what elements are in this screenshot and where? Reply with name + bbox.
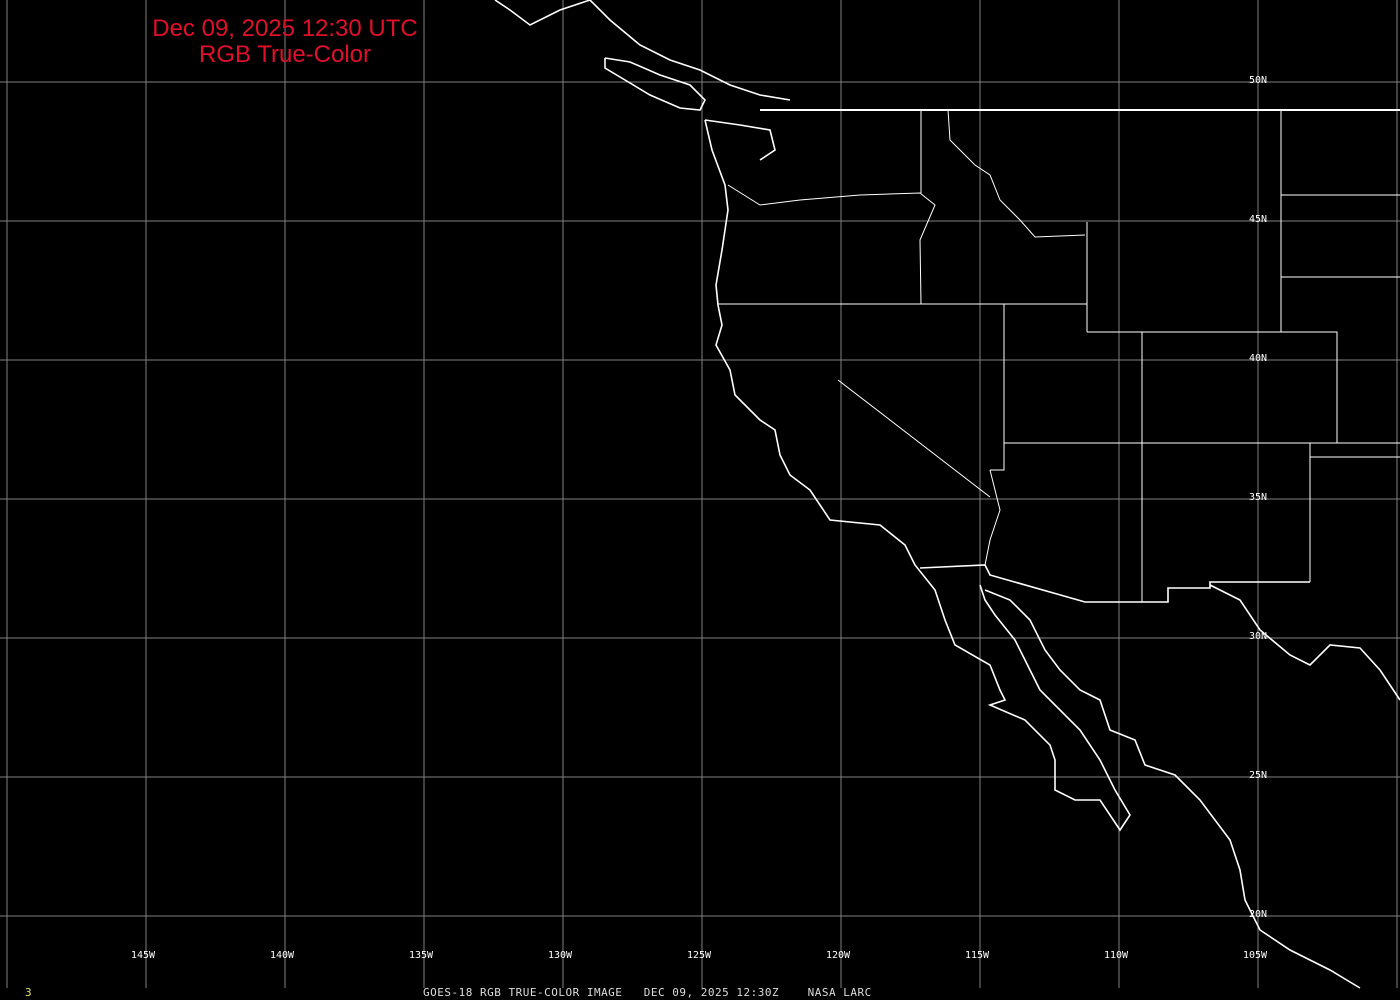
lon-label: 145W (131, 950, 156, 961)
lat-label: 20N (1249, 909, 1268, 920)
map-title-time: Dec 09, 2025 12:30 UTC (152, 15, 418, 42)
lon-label: 125W (687, 950, 712, 961)
political-borders (718, 109, 1400, 603)
id-mt-border (947, 109, 1086, 238)
ca-nv-border (837, 379, 991, 498)
mexico-inland-coast (1209, 584, 1400, 701)
lon-label: 115W (965, 950, 990, 961)
coastlines (494, 0, 1400, 989)
bc-coast (494, 0, 791, 101)
lat-label: 25N (1249, 770, 1268, 781)
frame-number: 3 (25, 986, 33, 999)
lon-label: 120W (826, 950, 851, 961)
nv-east-border (990, 304, 1005, 471)
puget-sound (704, 119, 776, 161)
lat-label: 30N (1249, 631, 1268, 642)
lat-label: 50N (1249, 75, 1268, 86)
pacific-coast (704, 119, 1131, 832)
lat-label: 45N (1249, 214, 1268, 225)
ut-wy-border (1087, 331, 1338, 443)
lon-label: 140W (270, 950, 295, 961)
wa-or-border (727, 184, 936, 305)
map-title-product: RGB True-Color (198, 41, 372, 68)
vancouver-island-coast (604, 57, 706, 111)
us-mexico-border (919, 564, 1310, 603)
lon-label: 130W (548, 950, 573, 961)
lon-label: 105W (1243, 950, 1268, 961)
lat-label: 35N (1249, 492, 1268, 503)
lat-label: 40N (1249, 353, 1268, 364)
colorado-river (984, 469, 1001, 566)
lon-label: 110W (1104, 950, 1129, 961)
lon-label: 135W (409, 950, 434, 961)
image-caption: GOES-18 RGB TRUE-COLOR IMAGE DEC 09, 202… (423, 986, 872, 999)
mexico-mainland-coast (984, 589, 1361, 989)
